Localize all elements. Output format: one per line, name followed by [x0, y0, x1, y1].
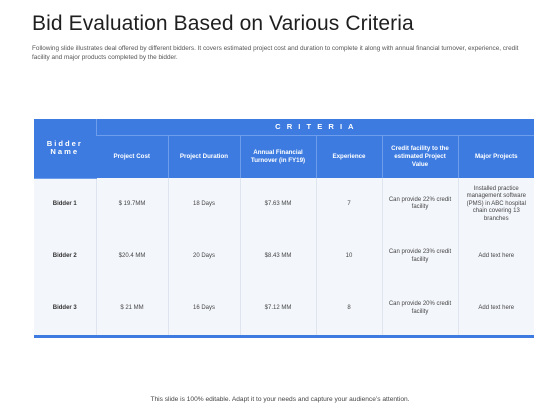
header-project-cost: Project Cost	[96, 135, 168, 178]
major-projects-cell: Installed practice management software (…	[457, 178, 535, 231]
header-bidder-name: Bidder Name	[34, 119, 96, 179]
table-row: Bidder 1 $ 19.7MM 18 Days $7.63 MM 7 Can…	[34, 178, 535, 231]
header-criteria: C R I T E R I A	[95, 119, 535, 136]
annual-turnover-cell: $7.12 MM	[239, 282, 316, 335]
bidder-name-cell: Bidder 3	[52, 304, 77, 311]
table-row: Bidder 3 $ 21 MM 16 Days $7.12 MM 8 Can …	[34, 282, 535, 335]
bid-evaluation-table: Bidder Name C R I T E R I A Project Cost…	[34, 119, 535, 338]
header-annual-turnover: Annual Financial Turnover (in FY19)	[239, 135, 316, 178]
credit-facility-cell: Can provide 20% credit facility	[381, 282, 458, 335]
experience-cell: 10	[315, 230, 382, 283]
project-duration-cell: 16 Days	[167, 282, 240, 335]
header-credit-facility: Credit facility to the estimated Project…	[381, 135, 458, 178]
project-duration-cell: 20 Days	[167, 230, 240, 283]
project-cost-cell: $ 19.7MM	[95, 178, 168, 231]
header-major-projects: Major Projects	[457, 135, 535, 178]
slide-title: Bid Evaluation Based on Various Criteria	[32, 12, 414, 35]
slide-subtitle: Following slide illustrates deal offered…	[32, 45, 519, 61]
annual-turnover-cell: $8.43 MM	[239, 230, 316, 283]
header-project-duration: Project Duration	[167, 135, 240, 178]
project-duration-cell: 18 Days	[167, 178, 240, 231]
slide-footer: This slide is 100% editable. Adapt it to…	[150, 396, 410, 403]
major-projects-cell: Add text here	[457, 282, 535, 335]
credit-facility-cell: Can provide 22% credit facility	[381, 178, 458, 231]
experience-cell: 8	[315, 282, 382, 335]
annual-turnover-cell: $7.63 MM	[239, 178, 316, 231]
header-experience: Experience	[315, 135, 382, 178]
bidder-name-cell: Bidder 1	[52, 200, 77, 207]
project-cost-cell: $ 21 MM	[95, 282, 168, 335]
project-cost-cell: $20.4 MM	[95, 230, 168, 283]
experience-cell: 7	[315, 178, 382, 231]
table-row: Bidder 2 $20.4 MM 20 Days $8.43 MM 10 Ca…	[34, 230, 535, 283]
credit-facility-cell: Can provide 23% credit facility	[381, 230, 458, 283]
major-projects-cell: Add text here	[457, 230, 535, 283]
bidder-name-cell: Bidder 2	[52, 252, 77, 259]
